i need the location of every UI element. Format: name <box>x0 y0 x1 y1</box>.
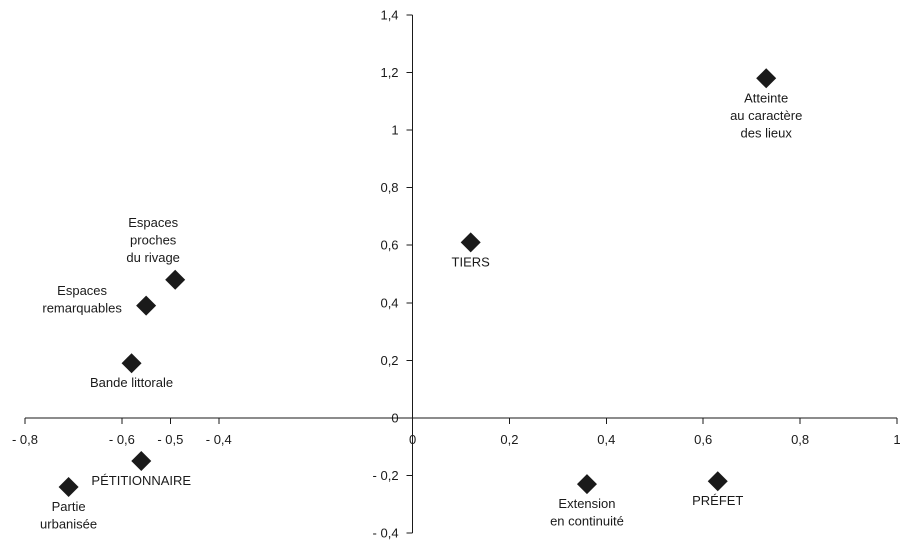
x-tick-label: - 0,6 <box>109 432 135 447</box>
point-label: Bande littorale <box>90 375 173 390</box>
point-label: PÉTITIONNAIRE <box>91 473 191 488</box>
diamond-marker <box>58 476 79 497</box>
tick-labels: - 0,8 - 0,6 - 0,4 - 0,5 0 0,2 0,4 0,6 0,8 1 1,4 1,2… <box>12 8 901 541</box>
diamond-marker <box>460 232 481 253</box>
tick-marks <box>24 14 898 534</box>
diamond-marker <box>136 295 157 316</box>
point-label: Partie <box>52 499 86 514</box>
x-tick-label: 0,8 <box>791 432 809 447</box>
point-label: Espaces <box>128 215 178 230</box>
point-label: proches <box>130 232 177 247</box>
y-tick-label: 1 <box>391 123 398 138</box>
y-tick-label: - 0,4 <box>373 526 399 541</box>
x-tick-label: 0,2 <box>500 432 518 447</box>
x-tick-label: - 0,5 <box>157 432 183 447</box>
data-point: Extension en continuité <box>550 474 624 529</box>
data-point: Espaces proches du rivage <box>126 215 186 290</box>
y-tick-label: - 0,2 <box>373 468 399 483</box>
data-points: Atteinte au caractère des lieux TIERS Espace… <box>40 68 802 531</box>
point-label: Espaces <box>57 283 107 298</box>
point-label: Atteinte <box>744 90 788 105</box>
diamond-marker <box>756 68 777 89</box>
point-label: en continuité <box>550 514 624 529</box>
x-tick-label: 0 <box>409 432 416 447</box>
diamond-marker <box>707 471 728 492</box>
point-label: Extension <box>558 496 615 511</box>
y-tick-label: 1,2 <box>380 65 398 80</box>
x-tick-label: 0,6 <box>694 432 712 447</box>
point-label: du rivage <box>126 250 179 265</box>
diamond-marker <box>165 269 186 290</box>
data-point: Bande littorale <box>90 353 173 390</box>
y-tick-label: 0,8 <box>380 180 398 195</box>
diamond-marker <box>131 451 152 472</box>
diamond-marker <box>576 474 597 495</box>
data-point: Atteinte au caractère des lieux <box>730 68 802 140</box>
y-tick-label: 1,4 <box>380 8 398 23</box>
x-tick-label: 1 <box>893 432 900 447</box>
x-tick-label: 0,4 <box>597 432 615 447</box>
data-point: TIERS <box>452 232 491 269</box>
data-point: PRÉFET <box>692 471 743 508</box>
point-label: PRÉFET <box>692 493 743 508</box>
x-tick-label: - 0,4 <box>206 432 232 447</box>
y-tick-label: 0 <box>391 410 398 425</box>
data-point: Espaces remarquables <box>42 283 157 316</box>
data-point: PÉTITIONNAIRE <box>91 451 191 488</box>
y-tick-label: 0,6 <box>380 238 398 253</box>
data-point: Partie urbanisée <box>40 476 97 531</box>
point-label: remarquables <box>42 300 122 315</box>
point-label: urbanisée <box>40 516 97 531</box>
point-label: des lieux <box>741 125 793 140</box>
point-label: TIERS <box>452 254 491 269</box>
x-tick-label: - 0,8 <box>12 432 38 447</box>
diamond-marker <box>121 353 142 374</box>
y-tick-label: 0,2 <box>380 353 398 368</box>
point-label: au caractère <box>730 108 802 123</box>
y-tick-label: 0,4 <box>380 295 398 310</box>
